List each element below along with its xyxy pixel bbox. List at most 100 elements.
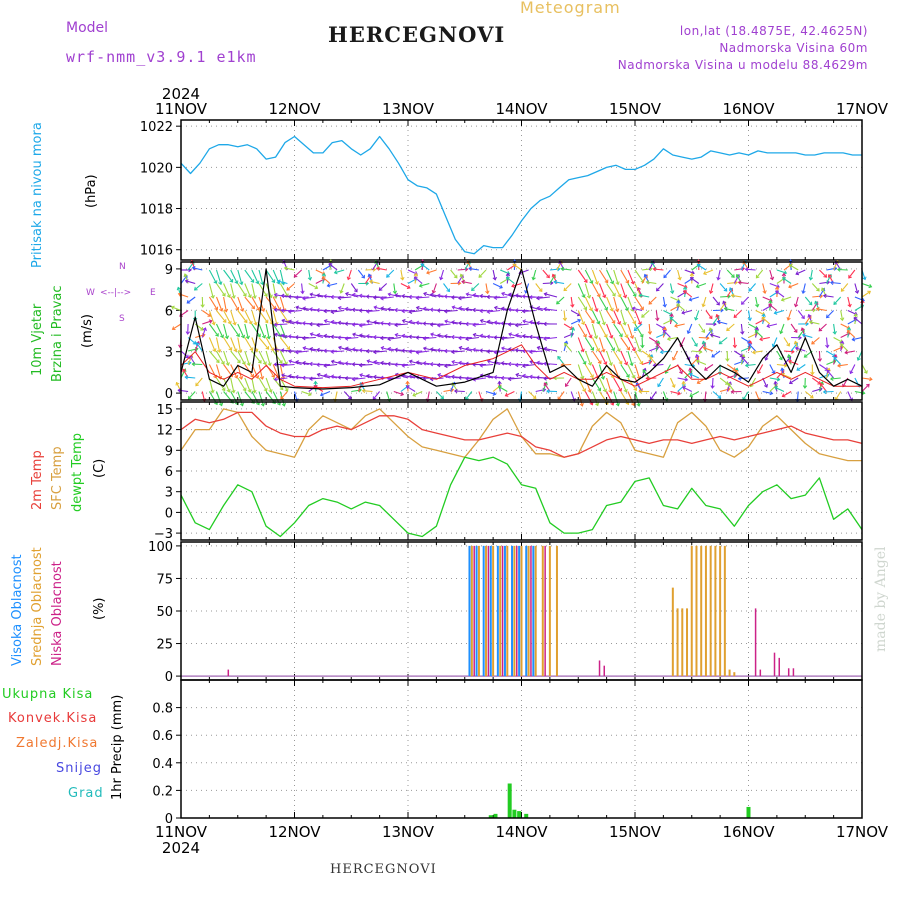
wind-barb — [570, 327, 574, 338]
wind-barb-head — [536, 335, 540, 341]
wind-barb-head — [493, 335, 498, 340]
wind-barb-head — [669, 313, 674, 318]
wind-barb-head — [775, 290, 779, 295]
wind-barb-head — [837, 363, 841, 368]
wind-barb-head — [337, 375, 342, 380]
wind-barb — [265, 337, 274, 351]
wind-barb-head — [284, 388, 289, 392]
wind-barb — [847, 327, 850, 338]
wind-barb — [648, 337, 658, 344]
wind-barb — [465, 336, 479, 340]
wind-barb-head — [236, 359, 241, 364]
wind-barb-head — [839, 340, 845, 345]
wind-barb — [359, 334, 373, 339]
wind-barb-head — [330, 334, 334, 339]
wind-barb — [861, 290, 871, 298]
wind-barb-head — [451, 320, 455, 325]
wind-barb-head — [401, 348, 405, 353]
wind-barb-head — [256, 401, 260, 406]
wind-barb-head — [461, 279, 466, 285]
wind-barb — [781, 373, 792, 379]
wind-barb — [501, 336, 515, 340]
wind-barb-head — [817, 358, 823, 362]
wind-barb-head — [468, 266, 472, 271]
wind-barb — [702, 341, 707, 352]
wind-barb-head — [655, 317, 660, 322]
wind-barb-head — [710, 385, 715, 389]
wind-barb — [598, 364, 605, 380]
wind-barb-head — [183, 273, 188, 278]
wind-barb-head — [869, 376, 873, 382]
wind-barb-head — [493, 305, 498, 311]
wind-barb — [281, 374, 295, 379]
wind-barb — [529, 350, 543, 353]
wind-barb-head — [631, 347, 636, 352]
wind-barb-head — [408, 294, 412, 300]
wind-barb-head — [536, 345, 541, 351]
wind-barb — [338, 296, 352, 299]
wind-barb-head — [415, 320, 420, 325]
wind-barb-head — [309, 361, 313, 367]
wind-barb — [362, 390, 373, 393]
wind-barb — [742, 391, 749, 401]
compass-line: <--|--> — [100, 288, 132, 298]
wind-barb-head — [723, 306, 728, 312]
wind-barb-head — [287, 349, 292, 354]
wind-barb — [301, 283, 304, 294]
wind-barb-head — [711, 353, 715, 358]
wind-barb — [599, 323, 608, 338]
wind-barb — [776, 350, 783, 360]
wind-barb-head — [210, 295, 215, 299]
wind-barb-head — [458, 320, 462, 326]
wind-barb — [783, 337, 790, 347]
y-tick-label: 1020 — [140, 161, 173, 176]
wind-barb-head — [786, 342, 791, 347]
wind-barb-head — [493, 320, 498, 325]
wind-barb — [769, 282, 780, 288]
wind-barb — [324, 374, 338, 379]
wind-barb — [828, 274, 835, 284]
wind-barb-head — [436, 333, 441, 338]
wind-barb — [324, 320, 338, 325]
wind-barb-head — [479, 333, 484, 338]
wind-barb-head — [458, 335, 462, 341]
wind-barb-head — [557, 355, 561, 360]
wind-barb-head — [316, 307, 320, 313]
wind-barb-head — [500, 321, 505, 326]
wind-barb-head — [821, 287, 825, 292]
wind-barb — [556, 296, 565, 305]
pressure-line — [180, 135, 862, 255]
wind-barb-head — [808, 301, 813, 306]
wind-barb-head — [240, 334, 245, 339]
wind-barb-head — [514, 362, 519, 368]
wind-barb-head — [344, 336, 349, 341]
wind-barb — [223, 283, 231, 298]
wind-barb — [387, 336, 401, 340]
wind-barb-head — [380, 306, 385, 311]
wind-barb-head — [521, 294, 526, 299]
wind-barb — [731, 294, 742, 298]
wind-barb — [570, 319, 581, 325]
wind-barb-head — [829, 376, 834, 381]
wind-barb — [787, 310, 792, 321]
precip-total-bar — [517, 811, 522, 818]
wind-barb-head — [543, 292, 548, 297]
wind-barb — [458, 307, 472, 312]
wind-barb-head — [288, 359, 293, 364]
wind-barb-head — [465, 292, 470, 297]
wind-barb-head — [260, 281, 265, 286]
wind-barb — [711, 350, 721, 358]
wind-barb-head — [655, 340, 661, 345]
wind-barb-head — [786, 317, 791, 321]
wind-barb-head — [629, 335, 635, 339]
wind-barb-head — [387, 307, 391, 312]
wind-barb-head — [674, 323, 678, 328]
y-tick-label: 100 — [148, 540, 173, 555]
wind-barb-head — [793, 329, 798, 333]
cloud-low-label: Niska Oblacnost — [50, 561, 65, 666]
wind-barb-head — [232, 321, 237, 326]
wind-barb-head — [429, 361, 434, 367]
wind-barb — [669, 377, 676, 388]
wind-barb-head — [185, 331, 190, 335]
